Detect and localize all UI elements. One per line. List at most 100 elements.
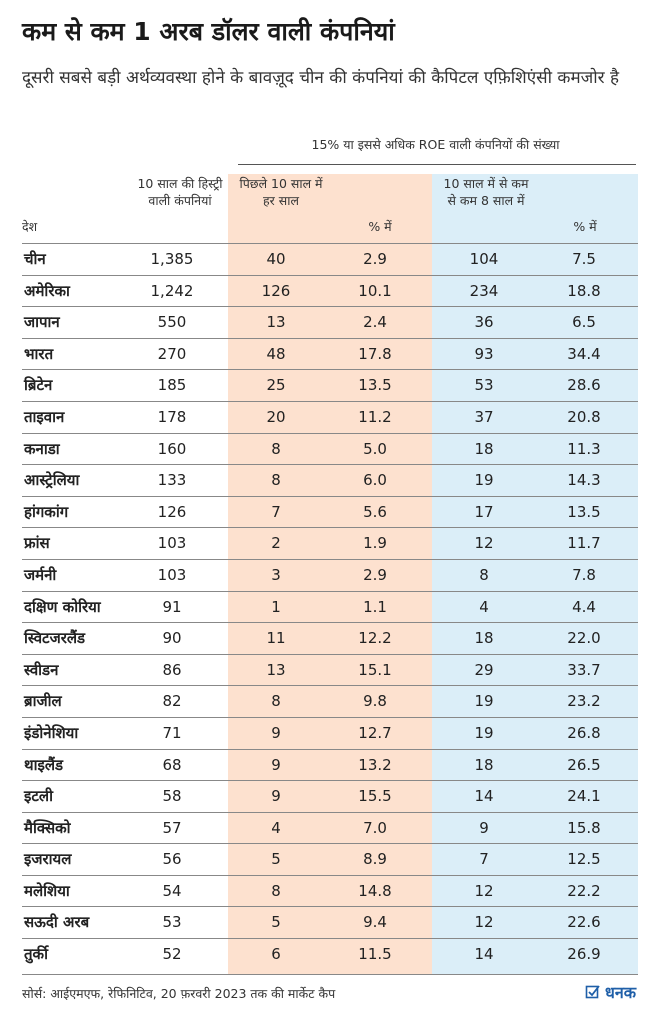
value-cell: 6.5	[572, 313, 596, 332]
value-cell: 29	[474, 660, 494, 679]
value-cell: 15.1	[358, 660, 392, 679]
country-cell: स्विटजरलैंड	[24, 629, 86, 648]
table-row: हांगकांग 126 7 5.6 17 13.5	[22, 495, 638, 528]
value-cell: 3	[271, 565, 281, 584]
group-header-rule	[238, 164, 636, 165]
column-header-country: देश	[22, 219, 38, 234]
table-row: आस्ट्रेलिया 133 8 6.0 19 14.3	[22, 464, 638, 496]
value-cell: 12	[474, 913, 494, 932]
value-cell: 71	[162, 723, 182, 742]
value-cell: 2.9	[363, 565, 387, 584]
value-cell: 48	[266, 344, 286, 363]
value-cell: 5.6	[363, 502, 387, 521]
table-row: मैक्सिको 57 4 7.0 9 15.8	[22, 811, 638, 844]
value-cell: 14	[474, 945, 494, 964]
value-cell: 53	[474, 376, 494, 395]
value-cell: 7.0	[363, 818, 387, 837]
value-cell: 9	[271, 755, 281, 774]
value-cell: 234	[469, 281, 499, 300]
value-cell: 5.0	[363, 439, 387, 458]
country-cell: सऊदी अरब	[24, 913, 90, 932]
value-cell: 9	[271, 723, 281, 742]
country-cell: अमेरिका	[24, 281, 70, 300]
table-row: ब्राजील 82 8 9.8 19 23.2	[22, 685, 638, 717]
value-cell: 4	[479, 597, 489, 616]
value-cell: 2	[271, 534, 281, 553]
country-cell: ब्रिटेन	[24, 376, 53, 395]
value-cell: 6.0	[363, 471, 387, 490]
chart-subtitle: दूसरी सबसे बड़ी अर्थव्यवस्था होने के बाव…	[22, 68, 620, 88]
country-cell: कनाडा	[24, 439, 60, 458]
value-cell: 52	[162, 945, 182, 964]
value-cell: 126	[157, 502, 187, 521]
value-cell: 7.8	[572, 565, 596, 584]
country-cell: चीन	[24, 250, 46, 268]
country-cell: ताइवान	[24, 407, 65, 426]
value-cell: 2.9	[363, 250, 387, 268]
value-cell: 185	[157, 376, 187, 395]
value-cell: 26.9	[567, 945, 601, 964]
value-cell: 68	[162, 755, 182, 774]
value-cell: 4.4	[572, 597, 596, 616]
table-row: इंडोनेशिया 71 9 12.7 19 26.8	[22, 716, 638, 749]
value-cell: 9	[479, 818, 489, 837]
value-cell: 18.8	[567, 281, 601, 300]
country-cell: इंडोनेशिया	[24, 723, 79, 742]
value-cell: 14.8	[358, 881, 392, 900]
value-cell: 12.5	[567, 850, 601, 869]
checkbox-icon	[585, 985, 600, 999]
value-cell: 13	[266, 313, 286, 332]
value-cell: 8.9	[363, 850, 387, 869]
value-cell: 12.2	[358, 629, 392, 648]
value-cell: 93	[474, 344, 494, 363]
table-row: स्विटजरलैंड 90 11 12.2 18 22.0	[22, 622, 638, 654]
value-cell: 13.5	[567, 502, 601, 521]
column-header-percent-1: % में	[368, 219, 392, 234]
value-cell: 22.2	[567, 881, 601, 900]
value-cell: 9	[271, 787, 281, 806]
value-cell: 2.4	[363, 313, 387, 332]
value-cell: 126	[261, 281, 291, 300]
column-header-companies: 10 साल की हिस्ट्री वाली कंपनियां	[137, 176, 223, 208]
value-cell: 1	[271, 597, 281, 616]
value-cell: 12	[474, 881, 494, 900]
brand-logo: धनक	[585, 981, 636, 1003]
country-cell: आस्ट्रेलिया	[24, 471, 80, 490]
value-cell: 8	[271, 881, 281, 900]
value-cell: 20	[266, 407, 286, 426]
value-cell: 270	[157, 344, 187, 363]
value-cell: 8	[271, 692, 281, 711]
value-cell: 8	[271, 471, 281, 490]
value-cell: 1.1	[363, 597, 387, 616]
country-cell: तुर्की	[24, 945, 48, 964]
value-cell: 37	[474, 407, 494, 426]
value-cell: 12.7	[358, 723, 392, 742]
value-cell: 34.4	[567, 344, 601, 363]
value-cell: 104	[469, 250, 499, 268]
table-row: चीन 1,385 40 2.9 104 7.5	[22, 243, 638, 275]
chart-title: कम से कम 1 अरब डॉलर वाली कंपनियां	[22, 17, 395, 46]
value-cell: 103	[157, 534, 187, 553]
table-row: सऊदी अरब 53 5 9.4 12 22.6	[22, 906, 638, 938]
data-table: चीन 1,385 40 2.9 104 7.5 अमेरिका 1,242 126 10.1 23…	[22, 243, 638, 970]
value-cell: 82	[162, 692, 182, 711]
table-row: इटली 58 9 15.5 14 24.1	[22, 780, 638, 812]
table-row: दक्षिण कोरिया 91 1 1.1 4 4.4	[22, 590, 638, 623]
value-cell: 10.1	[358, 281, 392, 300]
country-cell: फ्रांस	[24, 534, 50, 553]
table-row: इजरायल 56 5 8.9 7 12.5	[22, 843, 638, 875]
value-cell: 25	[266, 376, 286, 395]
value-cell: 7.5	[572, 250, 596, 268]
value-cell: 13.5	[358, 376, 392, 395]
value-cell: 178	[157, 407, 187, 426]
table-row: ताइवान 178 20 11.2 37 20.8	[22, 400, 638, 433]
value-cell: 1.9	[363, 534, 387, 553]
value-cell: 11.3	[567, 439, 601, 458]
value-cell: 22.6	[567, 913, 601, 932]
value-cell: 86	[162, 660, 182, 679]
value-cell: 4	[271, 818, 281, 837]
value-cell: 23.2	[567, 692, 601, 711]
table-row: ब्रिटेन 185 25 13.5 53 28.6	[22, 369, 638, 401]
value-cell: 58	[162, 787, 182, 806]
value-cell: 6	[271, 945, 281, 964]
